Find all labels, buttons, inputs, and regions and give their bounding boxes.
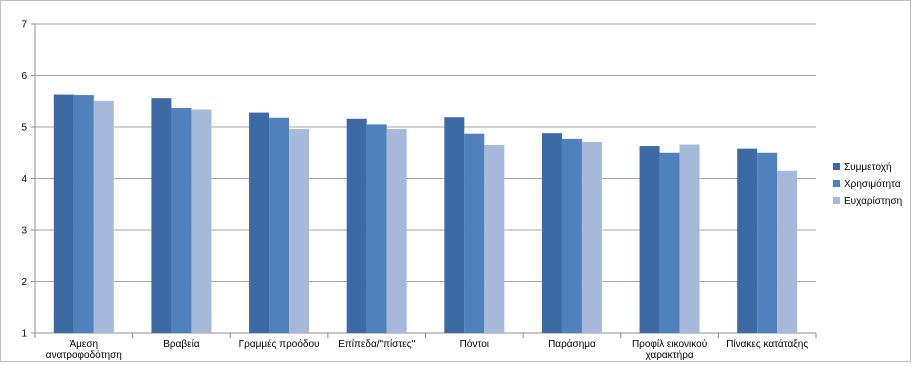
bar-1-1	[53, 94, 74, 334]
bar-2-2	[171, 107, 192, 333]
bar-3-6	[581, 141, 602, 333]
x-tick-label: Επίπεδα/"πίστες"	[338, 338, 415, 350]
legend-label-3: Ευχαρίστηση	[844, 195, 902, 207]
x-tick-label: Πίνακες κατάταξης	[726, 338, 808, 350]
y-tick-label: 1	[21, 329, 27, 340]
x-tick-label: Προφίλ εικονικού χαρακτήρα	[632, 338, 707, 361]
bar-2-6	[561, 138, 582, 333]
bar-2-8	[757, 152, 778, 333]
x-tick-label: Πόντοι	[460, 338, 489, 350]
x-tick-label: Παράσημα	[548, 338, 596, 350]
bar-3-1	[93, 100, 114, 333]
legend-label-1: Συμμετοχή	[844, 161, 892, 173]
y-tick-label: 2	[21, 277, 27, 288]
bar-3-2	[191, 109, 212, 334]
bar-3-3	[289, 129, 310, 333]
axis-labels: 1 2 3 4 5 6 7 Άμεση ανατροφοδότηση Βραβεία Γραμμές…	[21, 20, 808, 362]
legend: Συμμετοχή Χρησιμότητα Ευχαρίστηση	[833, 161, 902, 207]
bar-3-4	[386, 129, 407, 333]
bar-2-1	[73, 95, 94, 333]
bar-2-4	[366, 124, 387, 333]
bar-1-3	[249, 112, 270, 333]
y-tick-label: 4	[21, 174, 27, 185]
legend-label-2: Χρησιμότητα	[844, 178, 901, 190]
legend-swatch-3	[833, 197, 840, 204]
bar-1-5	[444, 117, 465, 333]
bar-1-4	[346, 118, 367, 333]
bar-3-7	[679, 144, 700, 333]
bar-3-5	[484, 145, 505, 333]
y-tick-label: 7	[21, 20, 27, 31]
legend-swatch-1	[833, 163, 840, 170]
bar-2-5	[464, 133, 485, 333]
x-tick-label: Γραμμές προόδου	[239, 338, 320, 350]
legend-swatch-2	[833, 180, 840, 187]
y-tick-label: 6	[21, 71, 27, 82]
bar-2-3	[269, 117, 290, 333]
bar-1-8	[737, 148, 758, 333]
bar-1-6	[541, 133, 562, 333]
x-tick-label: Βραβεία	[163, 338, 200, 350]
bar-3-8	[777, 170, 798, 333]
bars	[53, 94, 798, 334]
bar-2-7	[659, 152, 680, 333]
x-tick-label: Άμεση ανατροφοδότηση	[46, 339, 122, 361]
bar-1-7	[639, 146, 660, 333]
y-tick-label: 5	[21, 123, 27, 134]
bar-1-2	[151, 98, 172, 333]
y-tick-label: 3	[21, 226, 27, 237]
